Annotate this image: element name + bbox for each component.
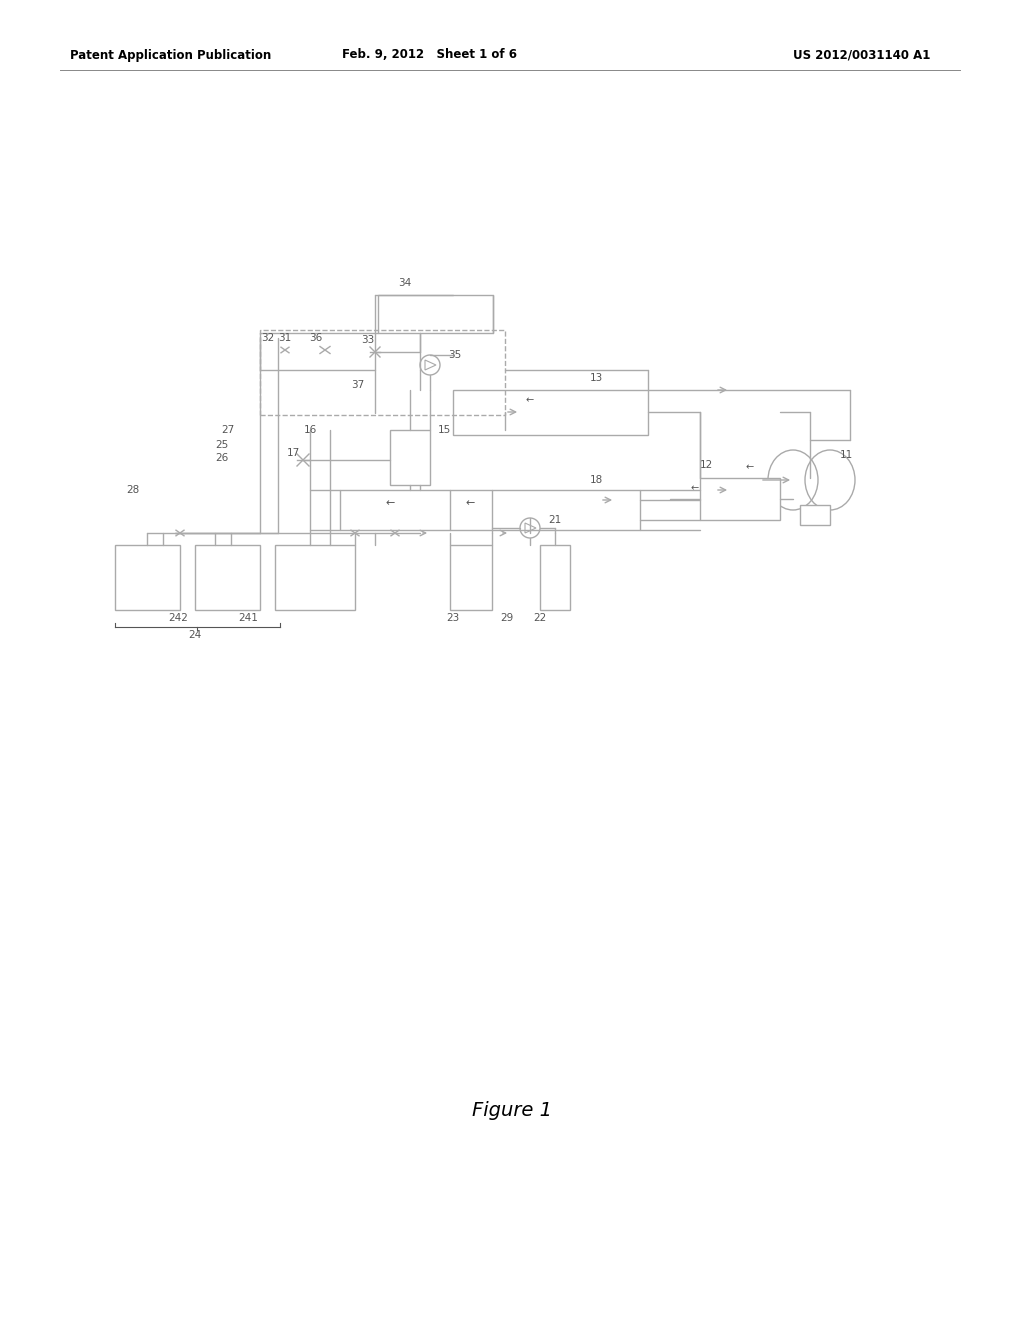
Text: 29: 29 [501, 612, 514, 623]
Bar [260, 330, 505, 414]
Text: 241: 241 [238, 612, 258, 623]
Text: 36: 36 [309, 333, 323, 343]
Bar [115, 545, 180, 610]
Text: 18: 18 [590, 475, 603, 484]
Text: 28: 28 [126, 484, 139, 495]
Text: 15: 15 [438, 425, 452, 436]
Bar [390, 430, 430, 484]
Bar [378, 294, 493, 333]
Text: ←: ← [691, 483, 699, 492]
Text: 16: 16 [303, 425, 316, 436]
Text: 23: 23 [446, 612, 460, 623]
Bar [340, 490, 640, 531]
Text: 11: 11 [840, 450, 853, 459]
Bar [195, 545, 260, 610]
Text: 34: 34 [398, 279, 412, 288]
Text: ←: ← [526, 395, 535, 405]
Text: ←: ← [465, 498, 475, 508]
Text: 33: 33 [361, 335, 375, 345]
Text: 35: 35 [449, 350, 461, 360]
Bar [700, 478, 780, 520]
Text: 13: 13 [590, 374, 603, 383]
Text: 17: 17 [287, 447, 300, 458]
Text: 32: 32 [261, 333, 274, 343]
Text: ←: ← [385, 498, 394, 508]
Text: 21: 21 [548, 515, 561, 525]
Bar [453, 389, 648, 436]
Text: 25: 25 [215, 440, 228, 450]
Text: 24: 24 [188, 630, 202, 640]
Text: ←: ← [745, 462, 754, 473]
Bar [540, 545, 570, 610]
Bar [450, 545, 492, 610]
Text: Feb. 9, 2012   Sheet 1 of 6: Feb. 9, 2012 Sheet 1 of 6 [342, 49, 517, 62]
Text: 31: 31 [279, 333, 292, 343]
Text: 242: 242 [168, 612, 188, 623]
Text: Figure 1: Figure 1 [472, 1101, 552, 1119]
Text: Patent Application Publication: Patent Application Publication [70, 49, 271, 62]
Text: 12: 12 [700, 459, 714, 470]
Bar [800, 506, 830, 525]
Bar [275, 545, 355, 610]
Text: 37: 37 [351, 380, 365, 389]
Text: 22: 22 [534, 612, 547, 623]
Text: 27: 27 [221, 425, 234, 436]
Text: 26: 26 [215, 453, 228, 463]
Text: US 2012/0031140 A1: US 2012/0031140 A1 [793, 49, 930, 62]
